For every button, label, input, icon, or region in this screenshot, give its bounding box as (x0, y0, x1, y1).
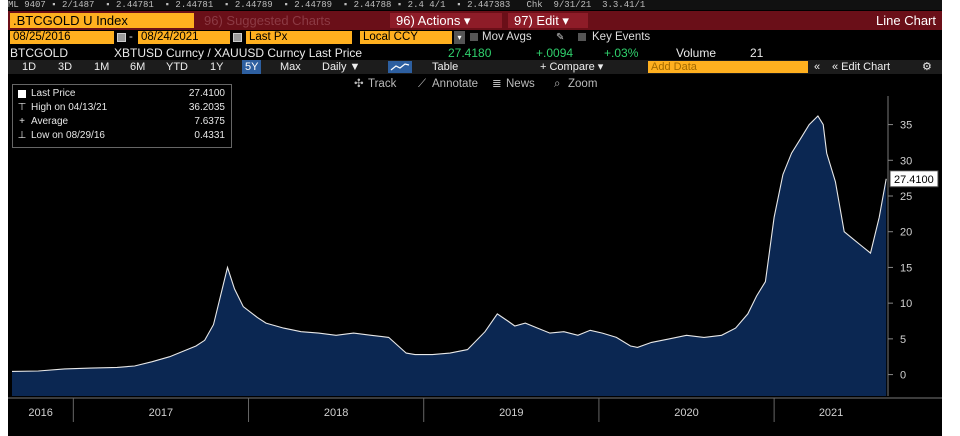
title-bar: .BTCGOLD U Index 96) Suggested Charts 96… (8, 11, 942, 30)
period-6m[interactable]: 6M (130, 61, 146, 73)
date-separator: - (129, 31, 133, 43)
y-tick-label: 30 (900, 155, 912, 167)
price-area (12, 116, 887, 396)
volume-label: Volume (676, 46, 717, 60)
period-ytd[interactable]: YTD (166, 61, 188, 73)
track-button[interactable]: Track (368, 78, 397, 90)
price-line (11, 115, 887, 372)
high-marker-icon: ⊤ (17, 102, 27, 113)
legend-last-label: Last Price (31, 88, 76, 99)
x-tick-label: 2020 (674, 407, 698, 419)
ticker-strip: ML 9407 ▪ 2/1487 ▪ 2.44781 ▪ 2.44781 ▪ 2… (8, 0, 942, 10)
end-date-field[interactable]: 08/24/2021 (138, 31, 230, 44)
x-tick-label: 2019 (499, 407, 523, 419)
actions-menu-button[interactable]: 96) Actions ▾ (390, 13, 502, 28)
zoom-icon[interactable]: ⌕ (554, 78, 561, 90)
currency-selector[interactable]: Local CCY (360, 31, 452, 44)
last-value-tag-label: 27.4100 (894, 174, 934, 186)
legend-high-value: 36.2035 (188, 102, 225, 113)
mov-avgs-label[interactable]: Mov Avgs (482, 31, 532, 43)
last-value-tag (889, 170, 939, 188)
legend-last-value: 27.4100 (188, 88, 225, 99)
average-marker-icon: + (19, 116, 25, 127)
field-selector[interactable]: Last Px (246, 31, 352, 44)
y-tick-label: 25 (900, 191, 912, 203)
y-tick-label: 10 (900, 298, 912, 310)
period-5y[interactable]: 5Y (242, 60, 262, 74)
y-tick-label: 35 (900, 120, 912, 132)
news-icon[interactable]: ≣ (492, 78, 502, 90)
legend-row-high: ⊤ High on 04/13/21 36.2035 (17, 102, 227, 114)
news-button[interactable]: News (506, 78, 535, 90)
date-range-row: 08/25/2016 - 08/24/2021 Last Px Local CC… (8, 31, 942, 45)
legend-row-last: Last Price 27.4100 (17, 88, 227, 100)
edit-chart-button[interactable]: « Edit Chart (832, 61, 891, 73)
y-tick-label: 5 (900, 334, 906, 346)
gear-icon[interactable]: ⚙ (922, 61, 932, 73)
x-tick-label: 2016 (28, 407, 52, 419)
legend-average-value: 7.6375 (194, 116, 225, 127)
frequency-dropdown[interactable]: Daily ▼ (322, 61, 361, 73)
period-max[interactable]: Max (280, 61, 301, 73)
legend-average-label: Average (31, 116, 69, 127)
add-data-input[interactable]: Add Data (648, 61, 808, 73)
track-icon[interactable]: ✣ (354, 78, 364, 90)
y-tick-label: 20 (900, 227, 912, 239)
edit-menu-button[interactable]: 97) Edit ▾ (508, 13, 588, 28)
chart-toolbar: 1D 3D 1M 6M YTD 1Y 5Y Max Daily ▼ Table … (8, 60, 942, 74)
square-icon (18, 90, 26, 98)
series-description: XBTUSD Curncy / XAUUSD Curncy Last Price (114, 46, 363, 60)
zoom-button[interactable]: Zoom (568, 78, 598, 90)
bloomberg-terminal-window: ML 9407 ▪ 2/1487 ▪ 2.44781 ▪ 2.44781 ▪ 2… (8, 0, 942, 436)
period-3d[interactable]: 3D (58, 61, 73, 73)
last-price-value: 27.4180 (448, 46, 492, 60)
start-date-field[interactable]: 08/25/2016 (10, 31, 114, 44)
key-events-checkbox[interactable] (578, 33, 586, 41)
security-info-row: BTCGOLD XBTUSD Curncy / XAUUSD Curncy La… (8, 46, 942, 60)
y-tick-label: 15 (900, 262, 912, 274)
annotate-icon[interactable]: ⟋ (418, 78, 427, 90)
line-chart-icon[interactable] (388, 61, 412, 73)
view-title: Line Chart (876, 13, 936, 28)
chart-legend: Last Price 27.4100 ⊤ High on 04/13/21 36… (12, 84, 232, 148)
period-1m[interactable]: 1M (94, 61, 110, 73)
ticker-label: BTCGOLD (10, 46, 69, 60)
suggested-charts-button[interactable]: 96) Suggested Charts (204, 13, 331, 28)
x-tick-label: 2021 (819, 407, 843, 419)
low-marker-icon: ⊥ (17, 130, 27, 141)
compare-button[interactable]: + Compare ▾ (540, 61, 604, 73)
period-1y[interactable]: 1Y (210, 61, 224, 73)
legend-row-average: + Average 7.6375 (17, 116, 227, 128)
chevron-down-icon[interactable]: ▾ (454, 31, 465, 44)
calendar-icon[interactable] (117, 33, 126, 42)
period-1d[interactable]: 1D (22, 61, 37, 73)
legend-low-value: 0.4331 (194, 130, 225, 141)
x-tick-label: 2018 (324, 407, 348, 419)
volume-value: 21 (750, 46, 764, 60)
calendar-icon[interactable] (233, 33, 242, 42)
percent-change-value: +.03% (604, 46, 639, 60)
table-button[interactable]: Table (432, 61, 459, 73)
legend-row-low: ⊥ Low on 08/29/16 0.4331 (17, 130, 227, 142)
legend-low-label: Low on 08/29/16 (31, 130, 105, 141)
net-change-value: +.0094 (536, 46, 574, 60)
key-events-label[interactable]: Key Events (592, 31, 651, 43)
legend-high-label: High on 04/13/21 (31, 102, 108, 113)
x-tick-label: 2017 (149, 407, 173, 419)
security-input[interactable]: .BTCGOLD U Index (10, 13, 194, 28)
chart-tools-row: ✣ Track ⟋ Annotate ≣ News ⌕ Zoom (8, 76, 942, 92)
collapse-icon[interactable]: « (814, 61, 821, 73)
y-tick-label: 0 (900, 370, 906, 382)
pencil-icon[interactable]: ✎ (556, 32, 565, 43)
annotate-button[interactable]: Annotate (432, 78, 479, 90)
price-chart[interactable]: 0 5 10 15 20 25 30 35 2016 2017 2018 2019 2020 2021 2… (8, 0, 942, 436)
mov-avgs-checkbox[interactable] (470, 33, 478, 41)
